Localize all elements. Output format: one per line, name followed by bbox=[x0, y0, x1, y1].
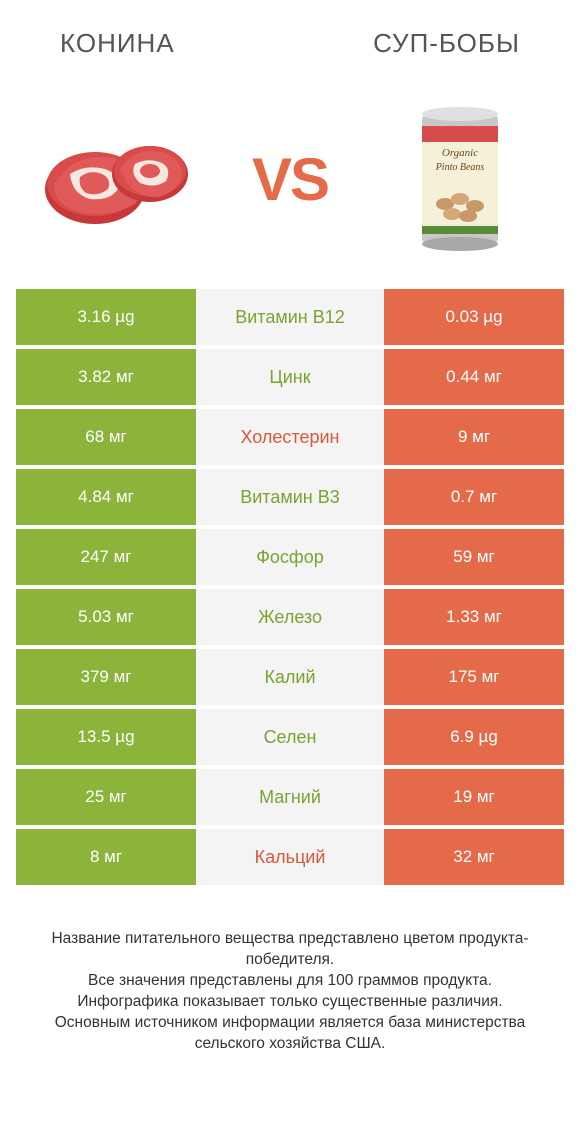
footer-line: Название питательного вещества представл… bbox=[20, 929, 560, 971]
value-right: 59 мг bbox=[384, 529, 564, 585]
value-right: 1.33 мг bbox=[384, 589, 564, 645]
product-image-left bbox=[40, 99, 200, 259]
value-right: 32 мг bbox=[384, 829, 564, 885]
value-right: 19 мг bbox=[384, 769, 564, 825]
nutrient-label: Витамин B3 bbox=[196, 469, 384, 525]
value-right: 6.9 µg bbox=[384, 709, 564, 765]
product-image-right: Organic Pinto Beans bbox=[380, 99, 540, 259]
can-icon: Organic Pinto Beans bbox=[410, 104, 510, 254]
value-right: 0.44 мг bbox=[384, 349, 564, 405]
nutrient-label: Витамин B12 bbox=[196, 289, 384, 345]
footer-text: Название питательного вещества представл… bbox=[0, 889, 580, 1055]
value-left: 13.5 µg bbox=[16, 709, 196, 765]
comparison-table: 3.16 µgВитамин B120.03 µg3.82 мгЦинк0.44… bbox=[0, 289, 580, 885]
header: КОНИНА СУП-БОБЫ bbox=[0, 0, 580, 79]
value-right: 0.03 µg bbox=[384, 289, 564, 345]
table-row: 247 мгФосфор59 мг bbox=[16, 529, 564, 585]
table-row: 8 мгКальций32 мг bbox=[16, 829, 564, 885]
nutrient-label: Железо bbox=[196, 589, 384, 645]
nutrient-label: Селен bbox=[196, 709, 384, 765]
table-row: 5.03 мгЖелезо1.33 мг bbox=[16, 589, 564, 645]
nutrient-label: Холестерин bbox=[196, 409, 384, 465]
table-row: 4.84 мгВитамин B30.7 мг bbox=[16, 469, 564, 525]
value-left: 25 мг bbox=[16, 769, 196, 825]
images-row: VS Organic Pinto Beans bbox=[0, 79, 580, 289]
value-right: 0.7 мг bbox=[384, 469, 564, 525]
table-row: 3.16 µgВитамин B120.03 µg bbox=[16, 289, 564, 345]
nutrient-label: Цинк bbox=[196, 349, 384, 405]
value-left: 379 мг bbox=[16, 649, 196, 705]
footer-line: Инфографика показывает только существенн… bbox=[20, 992, 560, 1013]
nutrient-label: Магний bbox=[196, 769, 384, 825]
meat-icon bbox=[40, 119, 200, 239]
can-label-1: Organic bbox=[442, 147, 478, 159]
value-left: 68 мг bbox=[16, 409, 196, 465]
value-left: 8 мг bbox=[16, 829, 196, 885]
table-row: 379 мгКалий175 мг bbox=[16, 649, 564, 705]
footer-line: Основным источником информации является … bbox=[20, 1013, 560, 1055]
vs-label: VS bbox=[252, 145, 328, 214]
title-left: КОНИНА bbox=[60, 28, 175, 59]
can-label-2: Pinto Beans bbox=[435, 162, 485, 173]
nutrient-label: Фосфор bbox=[196, 529, 384, 585]
nutrient-label: Кальций bbox=[196, 829, 384, 885]
nutrient-label: Калий bbox=[196, 649, 384, 705]
value-left: 3.82 мг bbox=[16, 349, 196, 405]
table-row: 68 мгХолестерин9 мг bbox=[16, 409, 564, 465]
title-right: СУП-БОБЫ bbox=[373, 28, 520, 59]
table-row: 13.5 µgСелен6.9 µg bbox=[16, 709, 564, 765]
value-left: 5.03 мг bbox=[16, 589, 196, 645]
table-row: 25 мгМагний19 мг bbox=[16, 769, 564, 825]
value-left: 4.84 мг bbox=[16, 469, 196, 525]
table-row: 3.82 мгЦинк0.44 мг bbox=[16, 349, 564, 405]
footer-line: Все значения представлены для 100 граммо… bbox=[20, 971, 560, 992]
value-right: 9 мг bbox=[384, 409, 564, 465]
value-left: 247 мг bbox=[16, 529, 196, 585]
value-right: 175 мг bbox=[384, 649, 564, 705]
value-left: 3.16 µg bbox=[16, 289, 196, 345]
